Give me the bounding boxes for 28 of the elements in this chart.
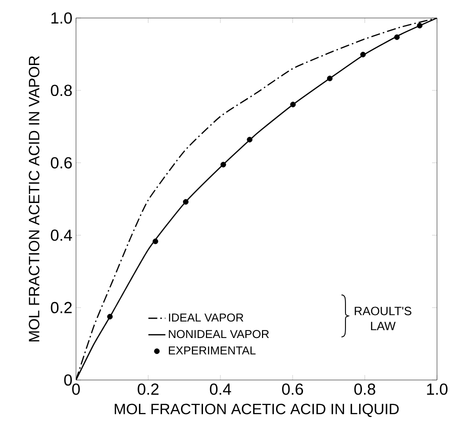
point bbox=[107, 314, 113, 320]
x-tick-label: 1.0 bbox=[427, 384, 448, 395]
point bbox=[182, 199, 189, 205]
legend-label: EXPERIMENTAL bbox=[168, 346, 256, 354]
point bbox=[152, 238, 158, 244]
point bbox=[416, 22, 422, 28]
y-tick-label: 0.2 bbox=[50, 302, 72, 314]
y-tick-label: 0 bbox=[64, 374, 72, 386]
x-tick-label: 0 bbox=[72, 384, 80, 395]
x-axis-title: MOL FRACTION ACETIC ACID IN LIQUID bbox=[114, 404, 399, 417]
point bbox=[360, 52, 366, 58]
y-tick-label: 0.6 bbox=[50, 157, 72, 168]
x-tick-label: 0.4 bbox=[210, 384, 232, 395]
y-tick-label: 0.8 bbox=[50, 84, 72, 96]
legend-label: IDEAL VAPOR bbox=[169, 313, 244, 322]
point bbox=[394, 34, 400, 40]
point bbox=[326, 76, 333, 82]
y-tick-label: 1.0 bbox=[51, 12, 72, 24]
x-tick-label: 0.8 bbox=[354, 384, 376, 395]
point bbox=[246, 136, 252, 142]
x-tick-label: 0.2 bbox=[138, 384, 159, 395]
x-tick-label: 0.6 bbox=[282, 384, 304, 395]
y-axis-title: MOL FRACTION ACETIC ACID IN VAPOR bbox=[28, 56, 40, 342]
point bbox=[290, 102, 296, 108]
point bbox=[220, 162, 226, 168]
legend-label: NONIDEAL VAPOR bbox=[168, 330, 269, 338]
annotation: RAOULT'S LAW bbox=[354, 306, 412, 330]
y-tick-label: 0.4 bbox=[50, 230, 72, 241]
